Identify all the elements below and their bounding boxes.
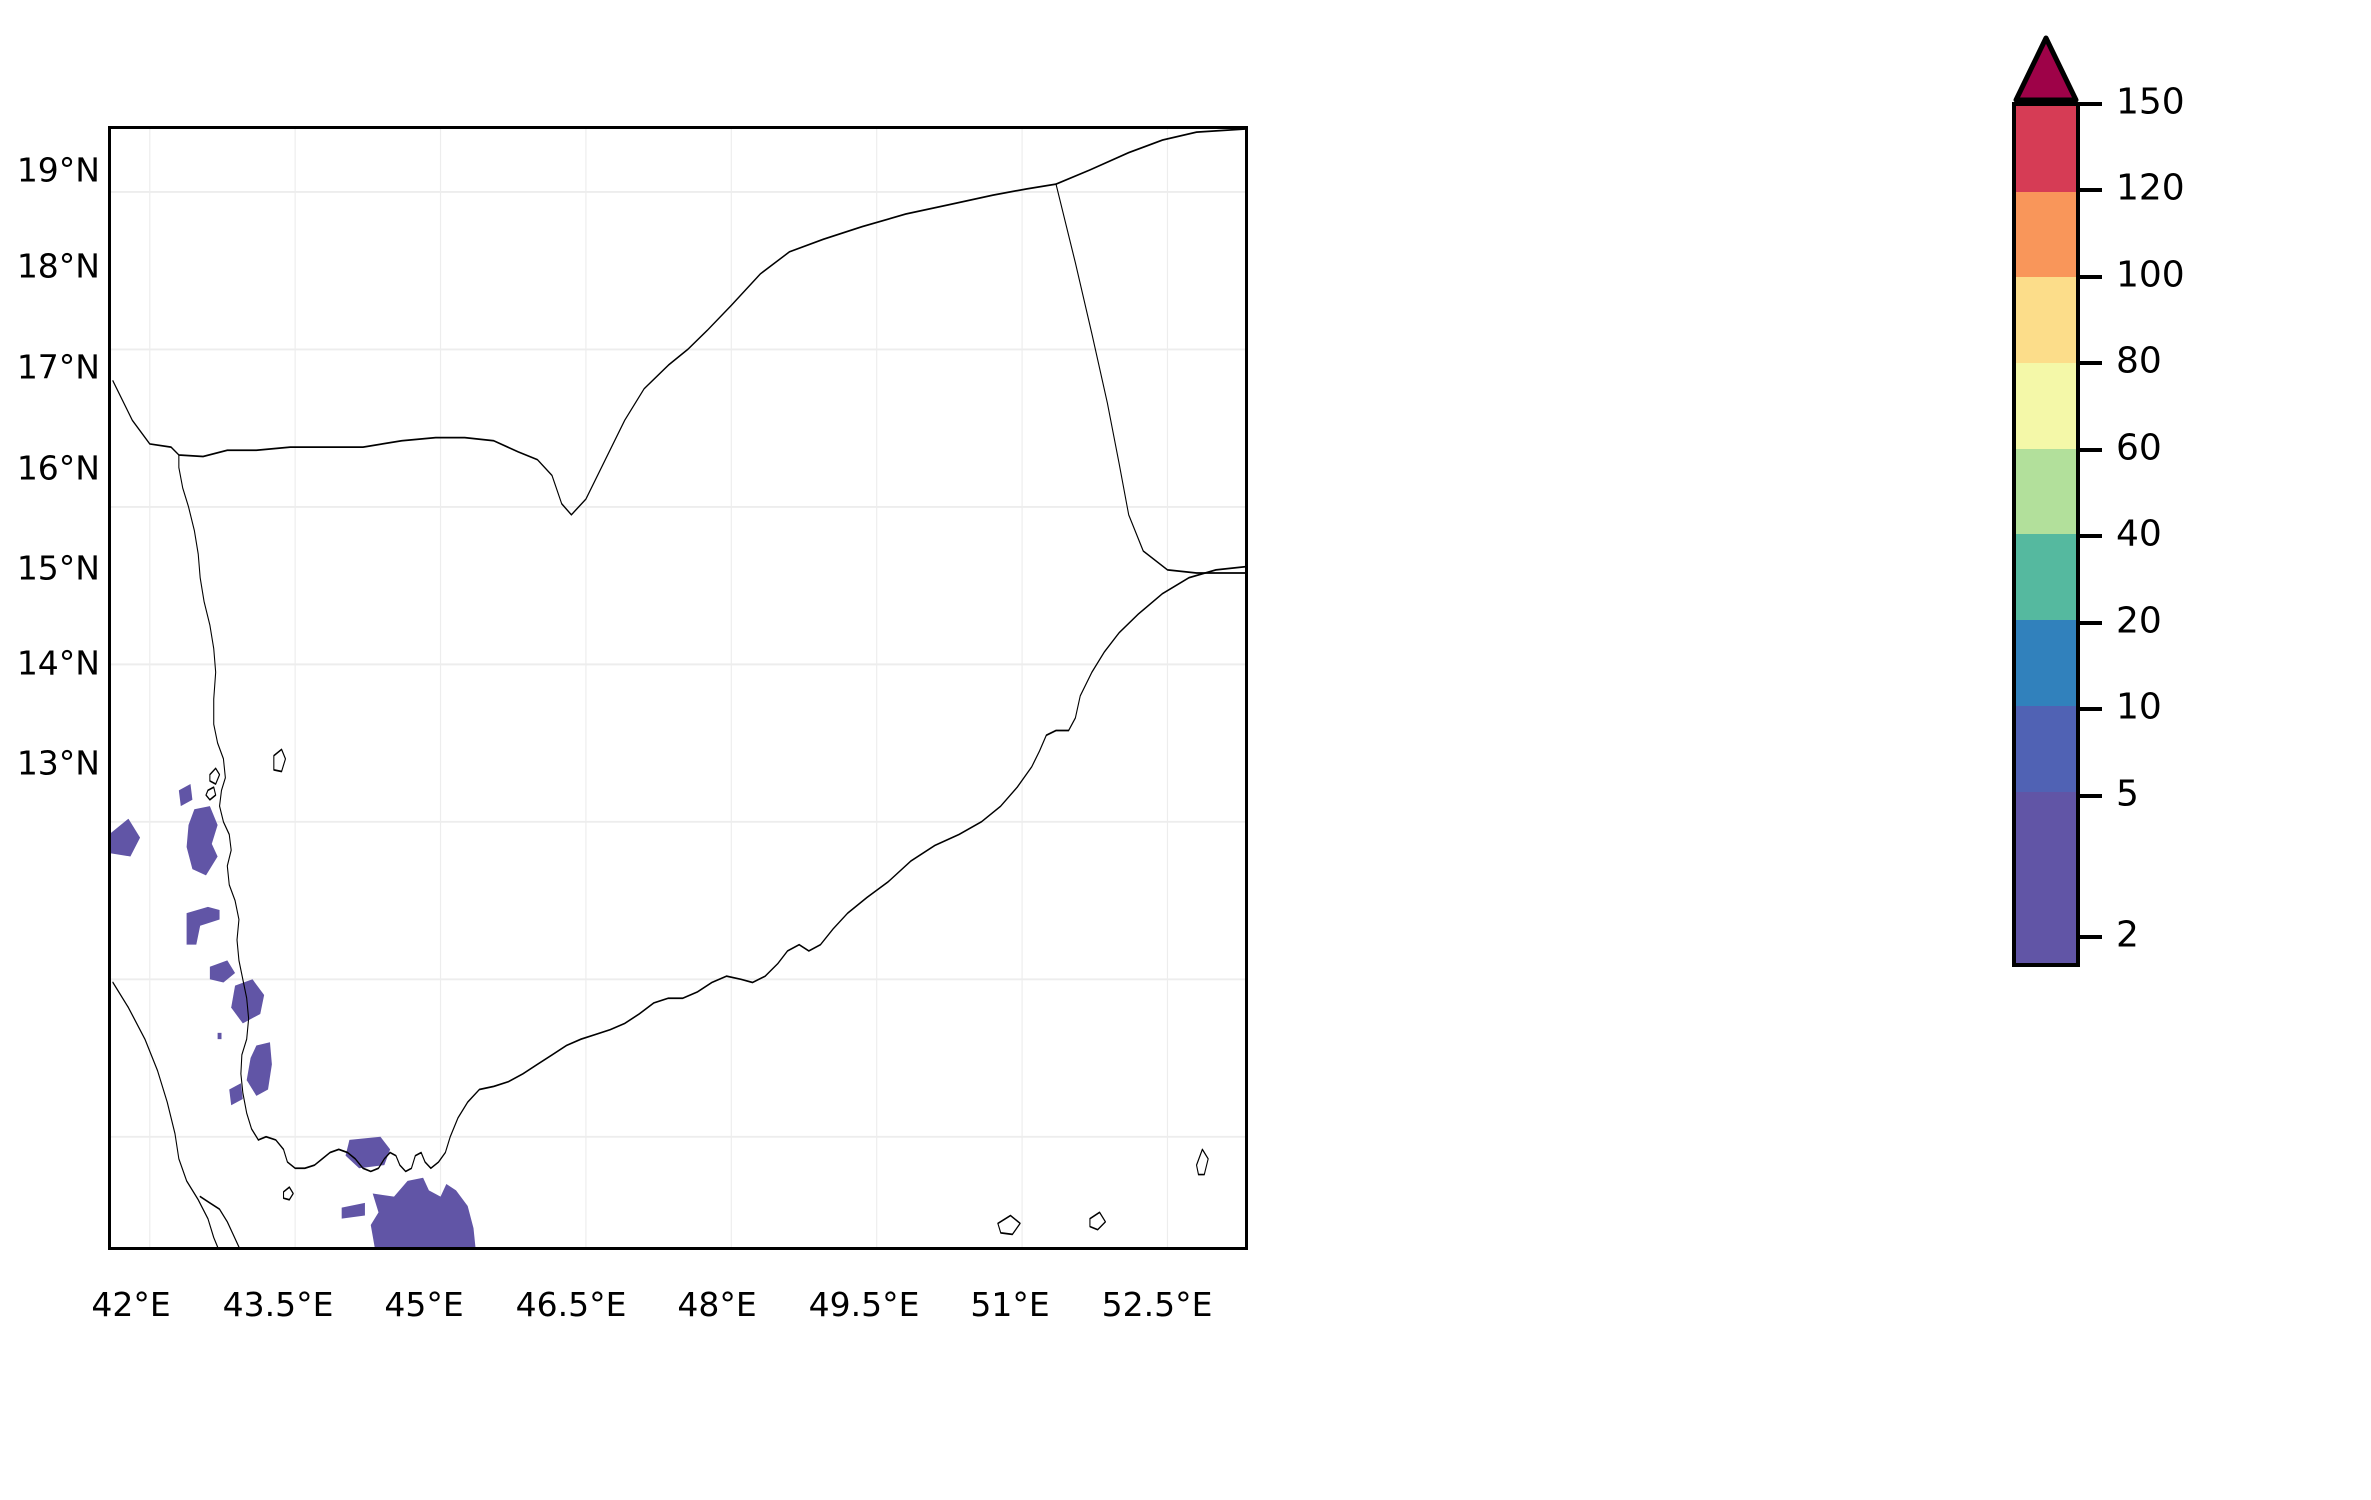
colorbar-segment-20-40 xyxy=(2016,620,2076,706)
colorbar-segment-5-10 xyxy=(2016,791,2076,878)
colorbar[interactable]: 150 120 100 80 60 40 20 10 5 2 xyxy=(2012,34,2185,969)
colorbar-tick-80 xyxy=(2080,361,2102,365)
colorbar-tick-5 xyxy=(2080,794,2102,798)
y-tick-label-16N: 16°N xyxy=(16,448,100,488)
colorbar-tick-10 xyxy=(2080,707,2102,711)
x-tick-label-46_5E: 46.5°E xyxy=(515,1285,627,1324)
colorbar-tick-20 xyxy=(2080,621,2102,625)
y-tick-label-17N: 17°N xyxy=(16,347,100,387)
x-tick-label-45E: 45°E xyxy=(384,1285,464,1324)
x-tick-label-43_5E: 43.5°E xyxy=(222,1285,334,1324)
x-tick-label-51E: 51°E xyxy=(970,1285,1050,1324)
colorbar-label-60: 60 xyxy=(2116,427,2162,469)
x-tick-label-52_5E: 52.5°E xyxy=(1101,1285,1213,1324)
colorbar-segment-2-5 xyxy=(2016,877,2076,963)
x-tick-label-48E: 48°E xyxy=(677,1285,757,1324)
colorbar-extend-triangle xyxy=(2013,35,2079,103)
colorbar-extend-arrow xyxy=(2013,35,2079,103)
colorbar-segment-40-60 xyxy=(2016,534,2076,621)
colorbar-label-5: 5 xyxy=(2116,773,2139,815)
y-tick-label-18N: 18°N xyxy=(16,246,100,286)
gridlines xyxy=(111,129,1245,1247)
colorbar-tick-40 xyxy=(2080,534,2102,538)
colorbar-label-40: 40 xyxy=(2116,513,2162,555)
colorbar-tick-2 xyxy=(2080,935,2102,939)
colorbar-label-100: 100 xyxy=(2116,254,2185,296)
colorbar-tick-120 xyxy=(2080,188,2102,192)
colorbar-segment-10-20 xyxy=(2016,705,2076,792)
colorbar-label-80: 80 xyxy=(2116,340,2162,382)
colorbar-label-20: 20 xyxy=(2116,600,2162,642)
x-tick-label-49_5E: 49.5°E xyxy=(808,1285,920,1324)
colorbar-tick-100 xyxy=(2080,275,2102,279)
colorbar-segment-120-150 xyxy=(2016,191,2076,278)
y-tick-label-13N: 13°N xyxy=(16,743,100,783)
colorbar-label-120: 120 xyxy=(2116,167,2185,209)
y-tick-label-14N: 14°N xyxy=(16,643,100,683)
colorbar-segment-150-plus xyxy=(2016,106,2076,192)
colorbar-segment-80-100 xyxy=(2016,363,2076,449)
y-tick-label-19N: 19°N xyxy=(16,150,100,190)
colorbar-gradient xyxy=(2012,102,2080,967)
map-plot-area[interactable] xyxy=(108,126,1248,1250)
colorbar-segment-60-80 xyxy=(2016,448,2076,535)
colorbar-tick-150 xyxy=(2080,102,2102,106)
colorbar-label-2: 2 xyxy=(2116,914,2139,956)
y-tick-label-15N: 15°N xyxy=(16,548,100,588)
colorbar-label-10: 10 xyxy=(2116,686,2162,728)
colorbar-segment-100-120 xyxy=(2016,277,2076,364)
colorbar-tick-60 xyxy=(2080,448,2102,452)
x-tick-label-42E: 42°E xyxy=(91,1285,171,1324)
map-svg xyxy=(111,129,1245,1247)
rainfall-contour-fill xyxy=(111,784,476,1247)
colorbar-label-150: 150 xyxy=(2116,81,2185,123)
coastlines-and-borders xyxy=(112,129,1245,1247)
